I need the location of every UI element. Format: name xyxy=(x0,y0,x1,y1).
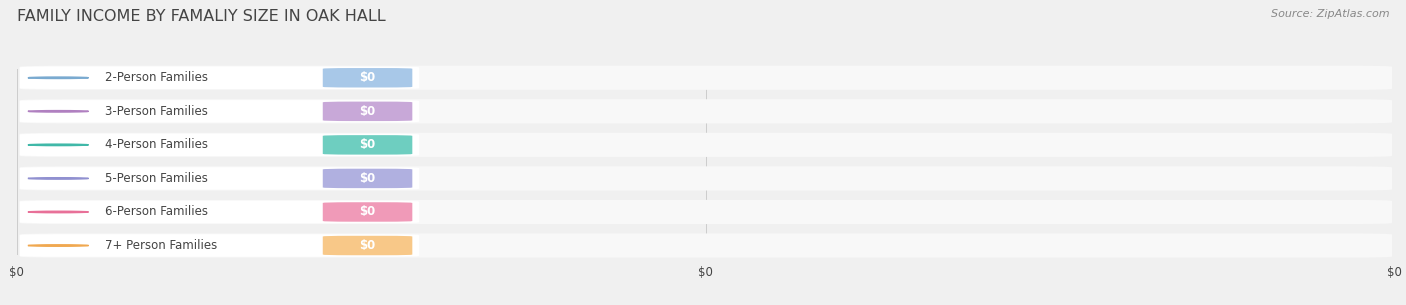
FancyBboxPatch shape xyxy=(323,169,412,188)
Text: 5-Person Families: 5-Person Families xyxy=(105,172,208,185)
Text: $0: $0 xyxy=(360,138,375,151)
Text: 6-Person Families: 6-Person Families xyxy=(105,206,208,218)
Text: $0: $0 xyxy=(360,172,375,185)
Circle shape xyxy=(28,178,89,179)
FancyBboxPatch shape xyxy=(323,202,412,222)
Circle shape xyxy=(28,211,89,213)
Text: FAMILY INCOME BY FAMALIY SIZE IN OAK HALL: FAMILY INCOME BY FAMALIY SIZE IN OAK HAL… xyxy=(17,9,385,24)
Circle shape xyxy=(28,144,89,145)
FancyBboxPatch shape xyxy=(20,166,1392,191)
FancyBboxPatch shape xyxy=(20,133,1392,157)
Text: 7+ Person Families: 7+ Person Families xyxy=(105,239,218,252)
Text: $0: $0 xyxy=(360,206,375,218)
FancyBboxPatch shape xyxy=(323,236,412,255)
FancyBboxPatch shape xyxy=(20,66,1392,90)
FancyBboxPatch shape xyxy=(323,135,412,155)
Circle shape xyxy=(28,245,89,246)
FancyBboxPatch shape xyxy=(20,66,419,89)
Text: Source: ZipAtlas.com: Source: ZipAtlas.com xyxy=(1271,9,1389,19)
FancyBboxPatch shape xyxy=(20,200,1392,224)
FancyBboxPatch shape xyxy=(20,134,419,156)
Text: $0: $0 xyxy=(360,105,375,118)
Text: $0: $0 xyxy=(360,239,375,252)
FancyBboxPatch shape xyxy=(20,233,1392,258)
FancyBboxPatch shape xyxy=(323,102,412,121)
Circle shape xyxy=(28,77,89,78)
Circle shape xyxy=(28,111,89,112)
Text: $0: $0 xyxy=(360,71,375,84)
FancyBboxPatch shape xyxy=(20,167,419,190)
Text: 4-Person Families: 4-Person Families xyxy=(105,138,208,151)
Text: 2-Person Families: 2-Person Families xyxy=(105,71,208,84)
FancyBboxPatch shape xyxy=(20,234,419,257)
Text: 3-Person Families: 3-Person Families xyxy=(105,105,208,118)
FancyBboxPatch shape xyxy=(20,99,1392,124)
FancyBboxPatch shape xyxy=(20,100,419,123)
FancyBboxPatch shape xyxy=(323,68,412,88)
FancyBboxPatch shape xyxy=(20,201,419,223)
